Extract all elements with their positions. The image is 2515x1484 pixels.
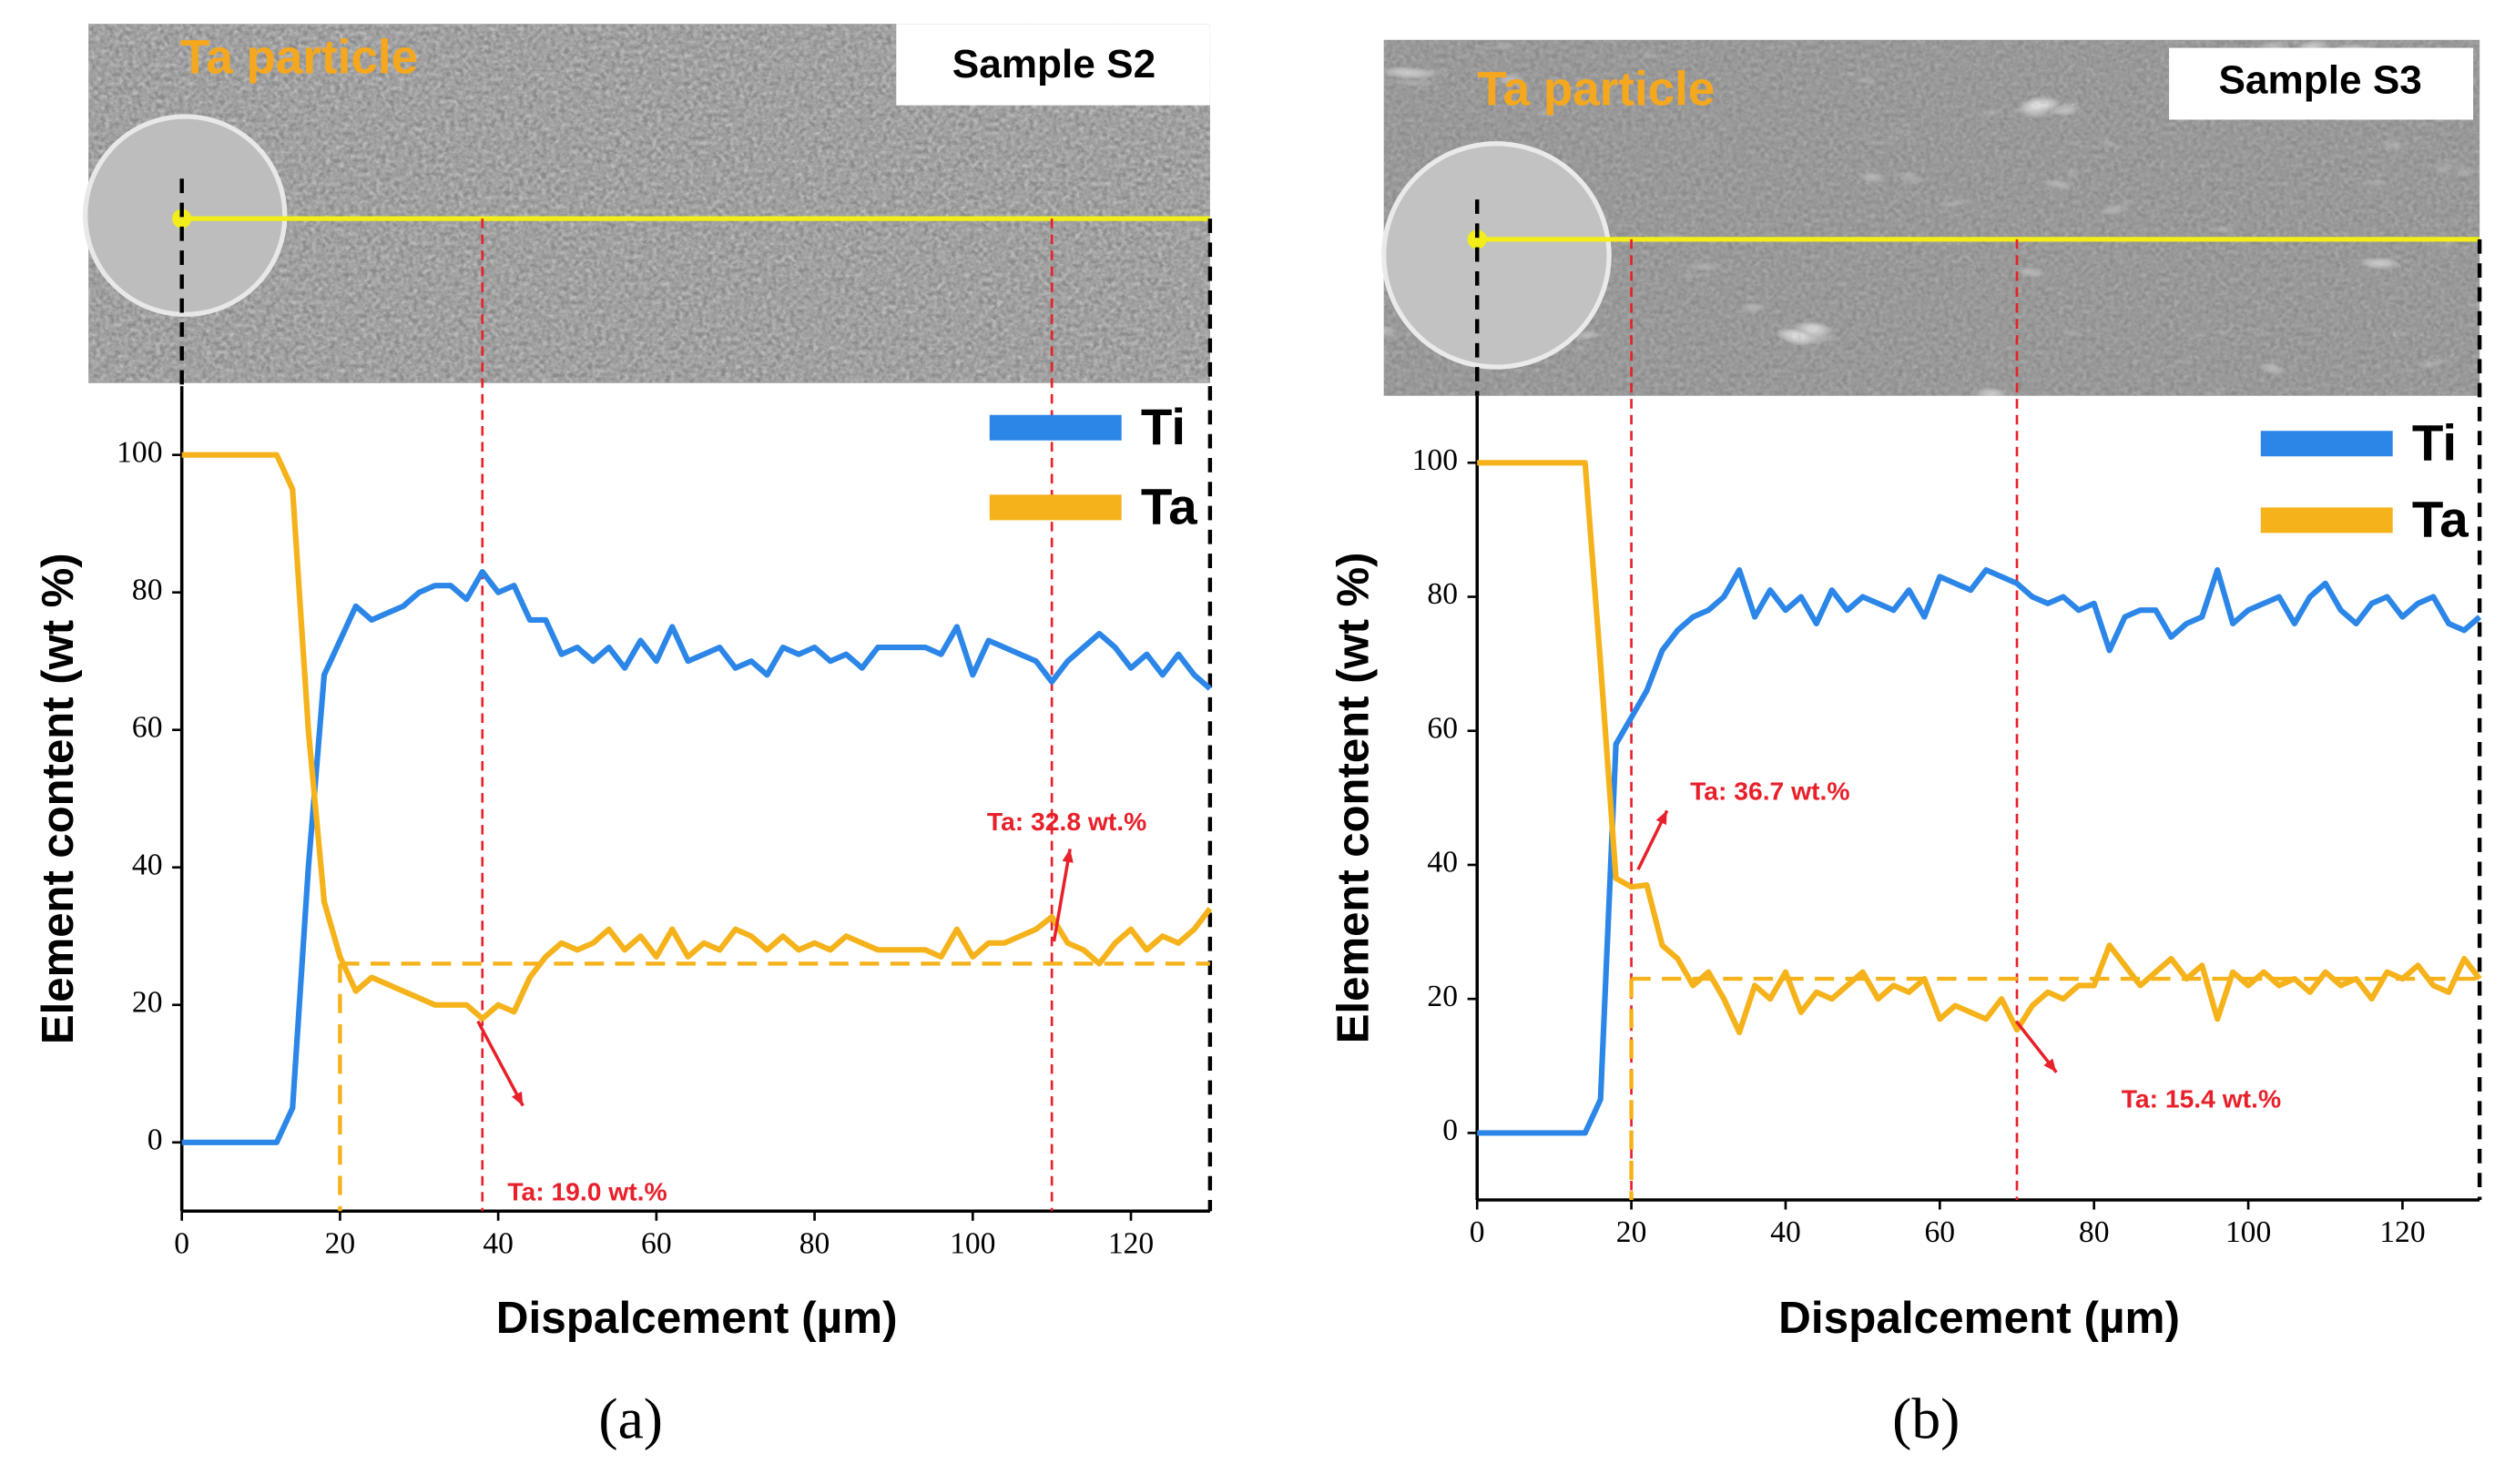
legend-label: Ta: [2412, 491, 2469, 548]
x-axis-label: Dispalcement (µm): [1778, 1293, 2180, 1343]
x-tick-label: 120: [2379, 1215, 2425, 1249]
x-tick-label: 0: [174, 1227, 189, 1261]
y-tick-label: 60: [1427, 711, 1458, 745]
annotation-arrowhead: [1062, 849, 1074, 863]
x-tick-label: 60: [641, 1227, 672, 1261]
sem-image-a: [83, 24, 1210, 383]
annotation: Ta: 32.8 wt.%: [987, 808, 1146, 836]
y-tick-label: 80: [1427, 577, 1458, 611]
x-axis-label: Dispalcement (µm): [496, 1293, 898, 1343]
x-tick-label: 20: [325, 1227, 356, 1261]
y-tick-label: 60: [132, 710, 163, 744]
annotation: Ta: 15.4 wt.%: [2122, 1085, 2281, 1113]
x-tick-label: 40: [1770, 1215, 1801, 1249]
annotation-arrow: [1052, 849, 1072, 942]
x-tick-label: 80: [799, 1227, 830, 1261]
sample-label: Sample S2: [952, 42, 1156, 86]
y-tick-label: 100: [117, 435, 162, 469]
chart-1: Ta particle Sample S3 0 20 40 60 80 100 0 20 40 60 8…: [1329, 58, 2482, 1451]
legend-label: Ti: [1141, 398, 1186, 455]
y-tick-label: 80: [132, 573, 163, 606]
x-tick-label: 100: [950, 1227, 995, 1261]
y-axis-label: Element content (wt %): [33, 553, 83, 1044]
annotation-arrowhead: [2043, 1058, 2057, 1072]
legend-label: Ti: [2412, 414, 2457, 472]
sem-image-b: [1381, 39, 2480, 396]
panel-label: (a): [598, 1387, 663, 1451]
x-tick-label: 20: [1616, 1215, 1647, 1249]
annotation-arrowhead: [511, 1091, 524, 1106]
x-tick-label: 120: [1108, 1227, 1154, 1261]
x-tick-label: 100: [2225, 1215, 2271, 1249]
scan-start: [1467, 229, 1487, 249]
image-label: Ta particle: [1477, 63, 1715, 117]
series-line: [181, 452, 1213, 1022]
annotation-arrowhead: [1655, 810, 1667, 826]
annotation: Ta: 36.7 wt.%: [1690, 778, 1849, 806]
y-axis-label: Element content (wt %): [1329, 552, 1379, 1043]
y-tick-label: 40: [132, 848, 163, 881]
legend-label: Ta: [1141, 478, 1197, 535]
sample-label: Sample S3: [2218, 58, 2421, 103]
y-tick-label: 20: [132, 986, 163, 1020]
series-line: [1477, 460, 2482, 1036]
image-label: Ta particle: [180, 31, 418, 85]
y-tick-label: 100: [1412, 443, 1458, 477]
x-tick-label: 80: [2079, 1215, 2110, 1249]
series-line: [1477, 566, 2482, 1136]
annotation: Ta: 19.0 wt.%: [507, 1178, 667, 1206]
y-tick-label: 0: [148, 1123, 163, 1157]
x-tick-label: 0: [1470, 1215, 1485, 1249]
series-line: [181, 568, 1212, 1145]
y-tick-label: 20: [1427, 980, 1458, 1013]
y-tick-label: 0: [1442, 1113, 1458, 1147]
scan-start: [172, 208, 192, 229]
x-tick-label: 40: [483, 1227, 514, 1261]
chart-0: Ta particle Sample S2 0 20 40 60 80 100 0 20 40 60 8…: [33, 31, 1213, 1451]
x-tick-label: 60: [1925, 1215, 1956, 1249]
panel-label: (b): [1892, 1387, 1960, 1451]
annotation-arrow: [476, 1020, 524, 1107]
y-tick-label: 40: [1427, 846, 1458, 879]
